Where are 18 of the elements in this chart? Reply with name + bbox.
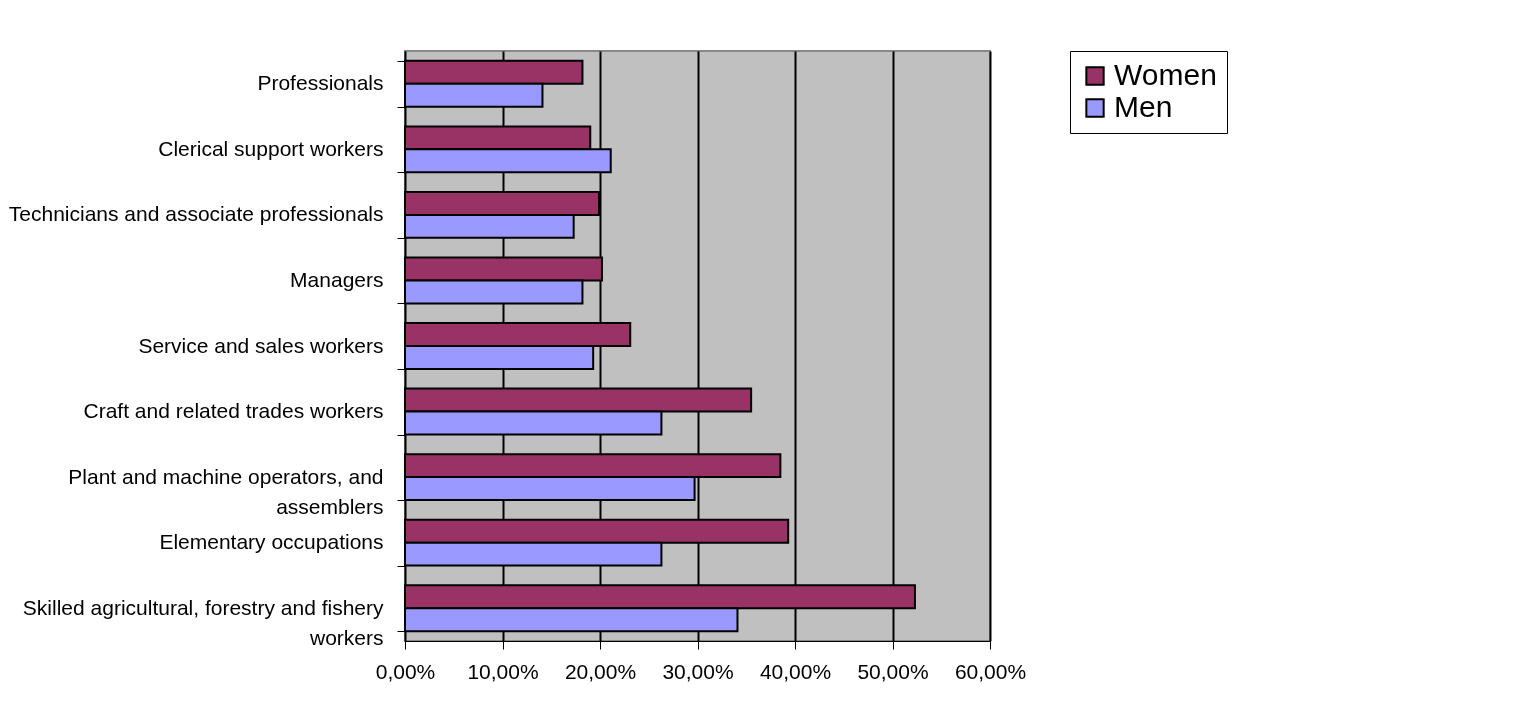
y-tick-label: Service and sales workers bbox=[138, 333, 384, 357]
x-tick-label: 10,00% bbox=[467, 659, 539, 683]
x-tick-label: 30,00% bbox=[662, 659, 734, 683]
y-tick-label: Plant and machine operators, and assemblers bbox=[68, 464, 384, 518]
x-tick-label: 60,00% bbox=[954, 659, 1027, 683]
y-tick-label: Managers bbox=[290, 267, 384, 291]
y-tick-label: Skilled agricultural, forestry and fishery workers bbox=[22, 595, 384, 649]
y-tick-label: Professionals bbox=[257, 71, 384, 95]
y-tick-label: Craft and related trades workers bbox=[83, 399, 384, 423]
x-tick-label: 20,00% bbox=[564, 659, 637, 683]
x-tick-label: 0,00% bbox=[375, 659, 436, 683]
x-tick-label: 50,00% bbox=[857, 659, 929, 683]
x-tick-label: 40,00% bbox=[759, 659, 832, 683]
legend-label: Women bbox=[1114, 58, 1217, 91]
y-tick-label: Clerical support workers bbox=[158, 136, 384, 160]
y-tick-label: Elementary occupations bbox=[159, 530, 384, 554]
y-tick-label: Technicians and associate professionals bbox=[8, 202, 384, 226]
legend-label: Men bbox=[1114, 90, 1173, 123]
